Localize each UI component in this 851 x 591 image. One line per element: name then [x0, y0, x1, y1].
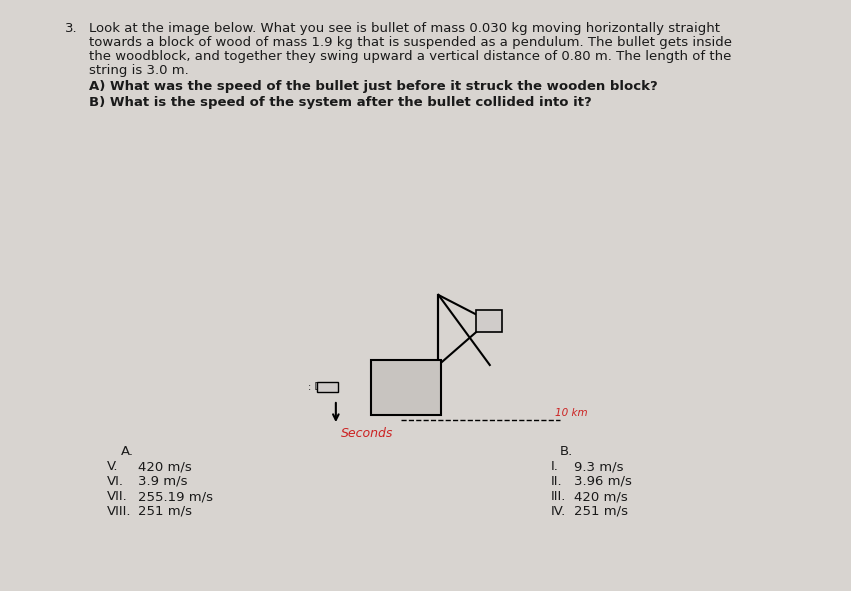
Text: 3.: 3.	[66, 22, 78, 35]
Bar	[317, 382, 338, 392]
Text: A.: A.	[122, 445, 134, 458]
Text: 3.9 m/s: 3.9 m/s	[138, 475, 187, 488]
Text: 251 m/s: 251 m/s	[138, 505, 192, 518]
Text: 420 m/s: 420 m/s	[574, 490, 627, 503]
Text: Seconds: Seconds	[340, 427, 393, 440]
Text: B.: B.	[560, 445, 573, 458]
Text: towards a block of wood of mass 1.9 kg that is suspended as a pendulum. The bull: towards a block of wood of mass 1.9 kg t…	[89, 36, 732, 49]
Text: I.: I.	[551, 460, 558, 473]
Text: the woodblock, and together they swing upward a vertical distance of 0.80 m. The: the woodblock, and together they swing u…	[89, 50, 731, 63]
Bar	[371, 360, 442, 415]
Text: : D: : D	[308, 382, 322, 392]
Text: Look at the image below. What you see is bullet of mass 0.030 kg moving horizont: Look at the image below. What you see is…	[89, 22, 720, 35]
Text: 9.3 m/s: 9.3 m/s	[574, 460, 623, 473]
Text: 420 m/s: 420 m/s	[138, 460, 191, 473]
Text: III.: III.	[551, 490, 566, 503]
Text: VIII.: VIII.	[107, 505, 132, 518]
Text: V.: V.	[107, 460, 119, 473]
Text: 255.19 m/s: 255.19 m/s	[138, 490, 213, 503]
Text: 3.96 m/s: 3.96 m/s	[574, 475, 631, 488]
Bar	[476, 310, 502, 332]
Text: II.: II.	[551, 475, 562, 488]
Text: string is 3.0 m.: string is 3.0 m.	[89, 64, 188, 77]
Text: VI.: VI.	[107, 475, 124, 488]
Text: A) What was the speed of the bullet just before it struck the wooden block?: A) What was the speed of the bullet just…	[89, 80, 657, 93]
Text: 10 km: 10 km	[555, 408, 588, 418]
Text: VII.: VII.	[107, 490, 128, 503]
Text: B) What is the speed of the system after the bullet collided into it?: B) What is the speed of the system after…	[89, 96, 591, 109]
Text: 251 m/s: 251 m/s	[574, 505, 628, 518]
Text: IV.: IV.	[551, 505, 566, 518]
